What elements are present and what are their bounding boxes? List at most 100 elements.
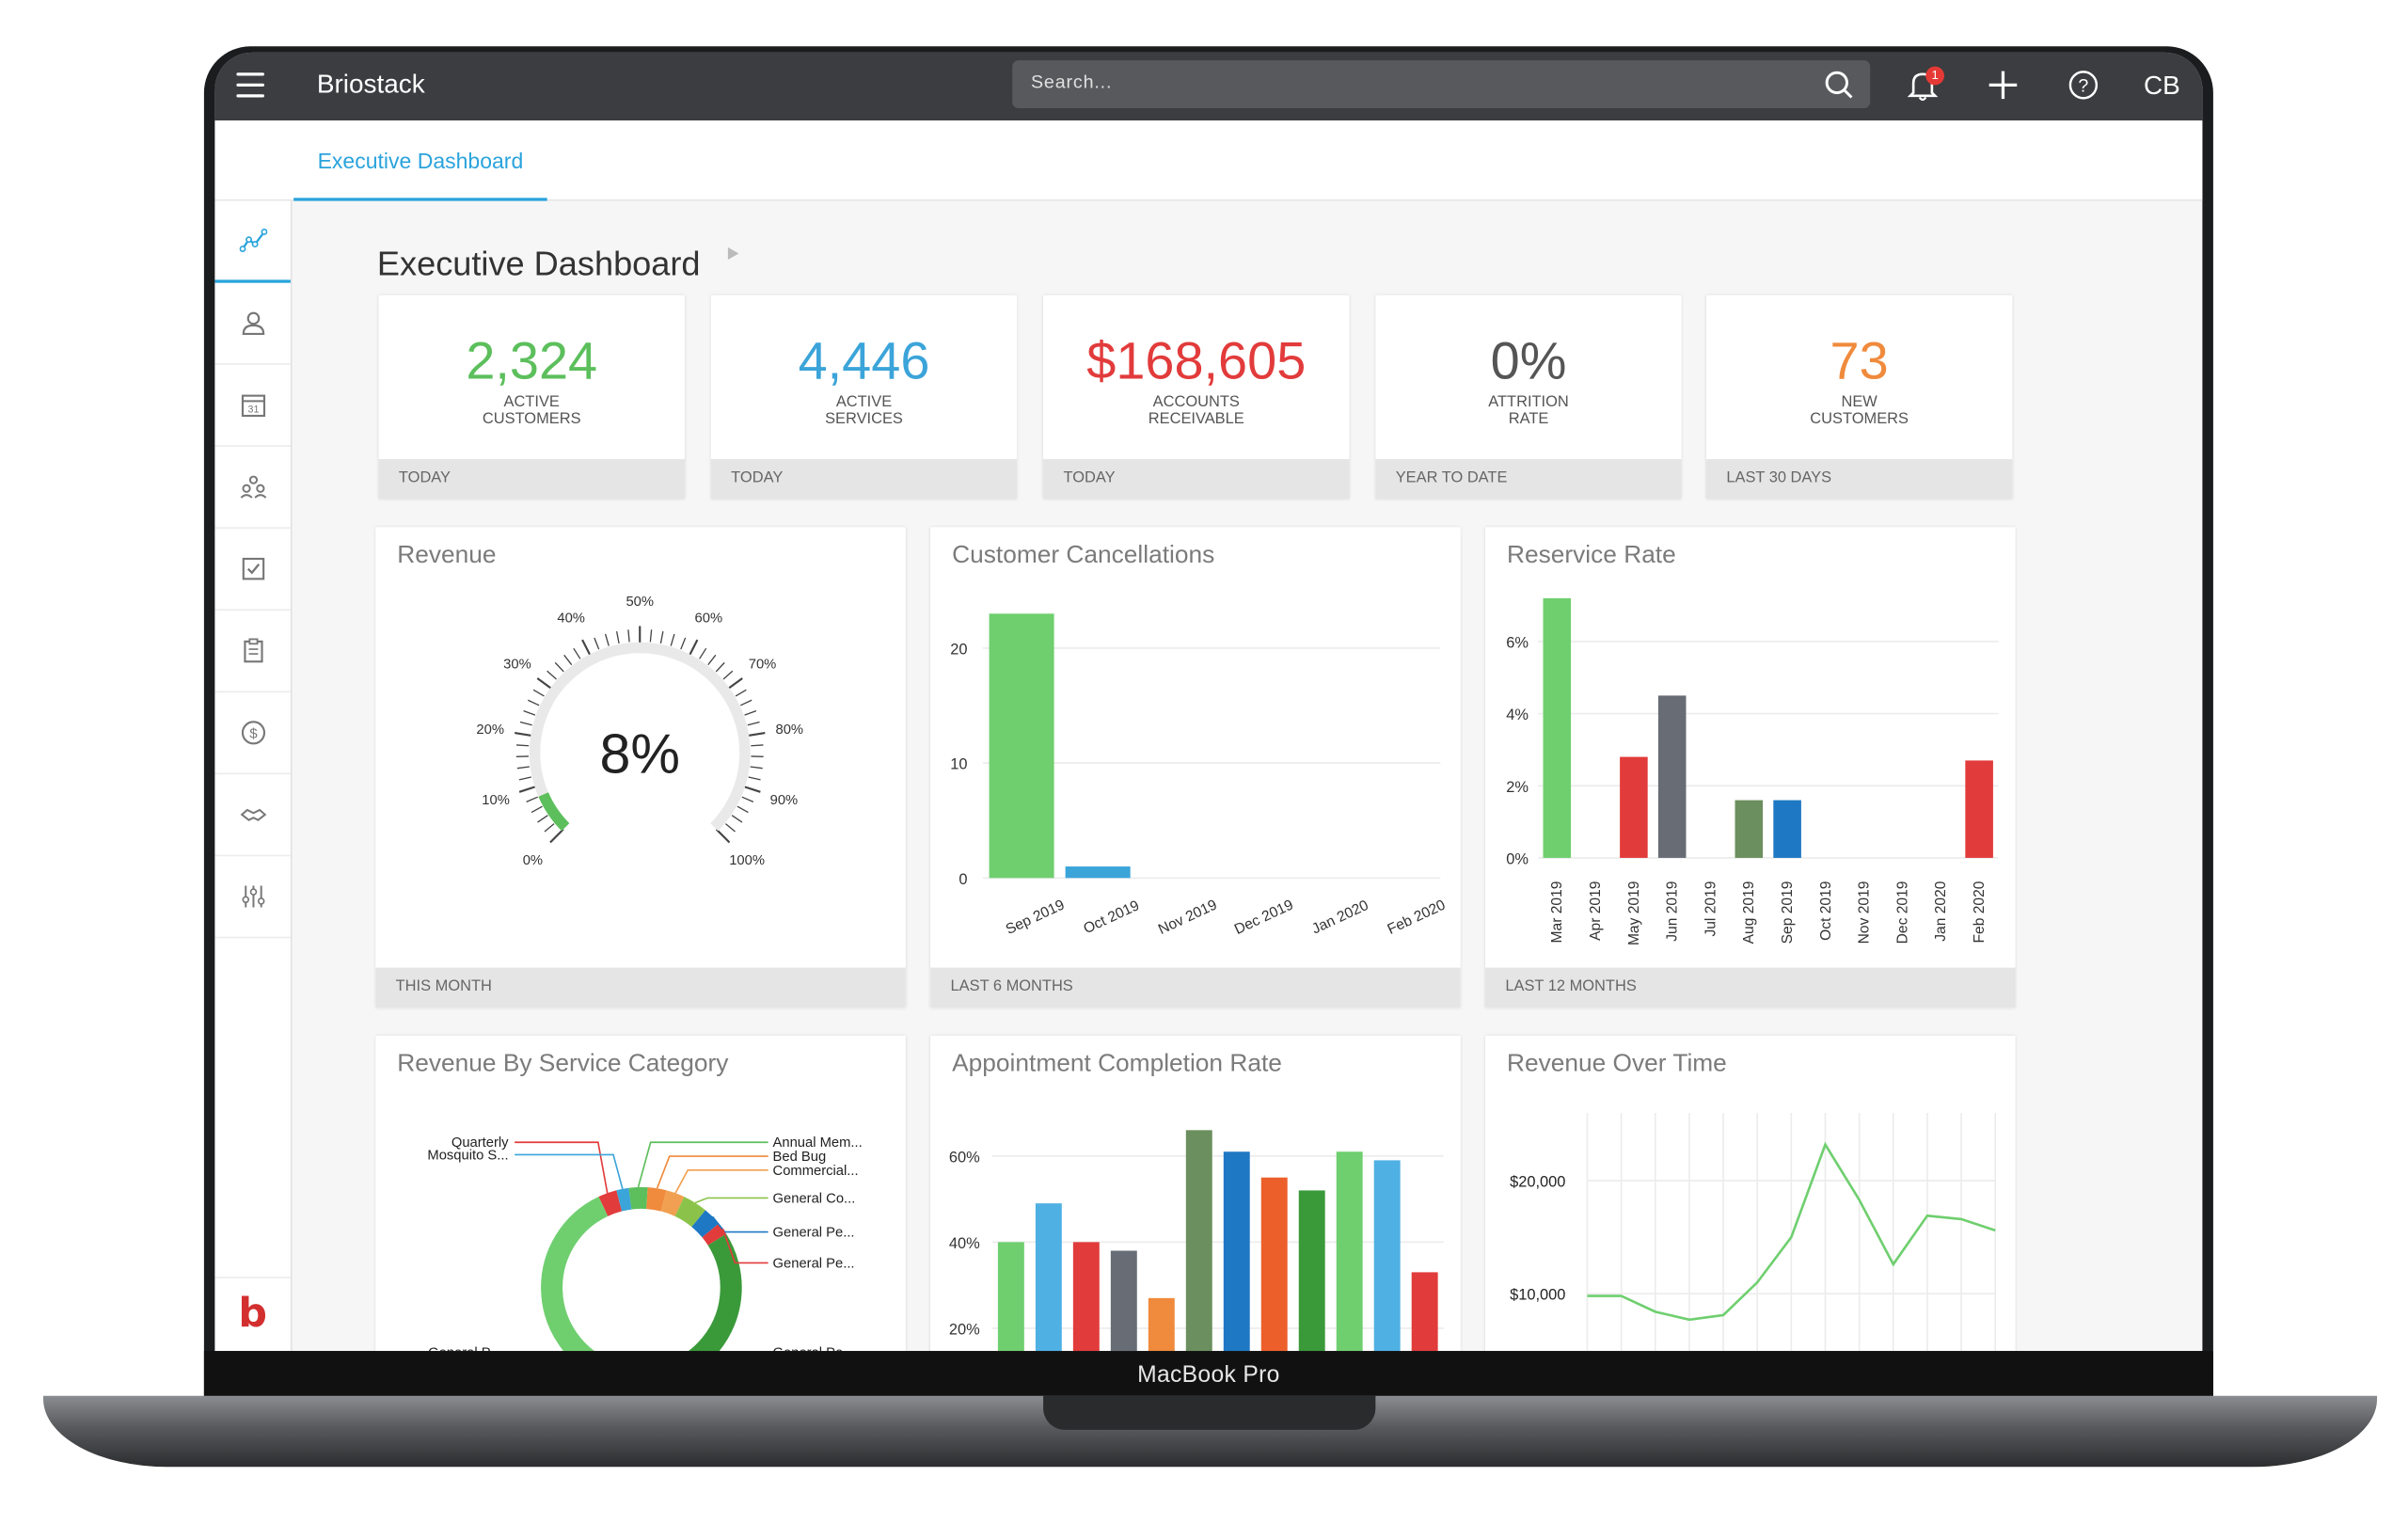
sidebar-item-settings[interactable] [214,856,291,938]
x-tick-label: Apr 2019 [1588,881,1604,941]
gauge-tick [708,655,716,664]
kpi-value: 4,446 [711,332,1017,392]
gauge-tick [519,777,531,780]
gauge-tick [628,629,629,642]
gauge-tick-label: 20% [476,722,504,738]
bar [1412,1272,1438,1351]
gauge-tick [527,797,538,802]
donut-slice [552,1206,609,1351]
y-tick-label: 2% [1506,779,1529,796]
gauge-tick-label: 90% [770,793,799,808]
x-tick-label: Feb 2020 [1385,897,1448,937]
gauge-tick [747,733,765,736]
donut-label: Annual Mem... [773,1135,863,1151]
gauge-tick [564,655,572,664]
gauge-tick [517,767,530,769]
bar [1111,1251,1137,1352]
hamburger-menu-icon[interactable] [236,72,264,97]
gauge-tick [528,700,539,706]
svg-text:31: 31 [247,405,259,416]
gauge-tick [742,797,753,802]
sliders-icon [239,882,267,911]
gauge-tick-label: 70% [749,657,777,672]
gauge-tick [545,824,554,832]
sidebar-item-billing[interactable]: $ [214,692,291,774]
gauge-tick [516,745,529,746]
y-tick-label: 20% [949,1321,980,1338]
gauge-tick [737,806,749,812]
bar [1224,1151,1250,1351]
search-bar[interactable] [1012,60,1870,108]
add-icon[interactable] [1986,68,2022,104]
sidebar-item-reports[interactable] [214,611,291,692]
revenue-gauge-card[interactable]: Revenue 0%10%20%30%40%50%60%70%80%90%100… [375,527,906,1008]
donut-slice [679,1206,698,1218]
x-tick-label: Nov 2019 [1857,881,1873,945]
bar [990,613,1054,878]
gauge-tick [751,745,763,746]
flag-icon[interactable] [728,247,739,260]
sidebar-item-analytics[interactable] [214,201,291,283]
donut-slice [699,1218,711,1230]
gauge-tick [519,786,537,792]
laptop-hinge: MacBook Pro [204,1351,2213,1397]
appointment-completion-card[interactable]: Appointment Completion Rate 20%40%60% [930,1036,1461,1351]
gauge-tick [681,638,686,649]
gauge-tick [555,662,563,672]
search-icon[interactable] [1824,70,1855,101]
kpi-period: TODAY [379,459,685,500]
revenue-over-time-card[interactable]: Revenue Over Time $10,000$20,000 [1485,1036,2016,1351]
gauge-value-arc [544,795,566,828]
calendar-icon: 31 [239,391,267,420]
gauge-tick [582,640,591,657]
sidebar-item-calendar[interactable]: 31 [214,365,291,447]
user-avatar[interactable]: CB [2144,71,2180,103]
x-tick-label: Sep 2019 [1780,881,1796,945]
svg-text:?: ? [2078,76,2088,97]
bar [1658,695,1687,858]
sidebar: 31 $ b [214,201,292,1351]
help-icon[interactable]: ? [2067,68,2103,104]
gauge-tick-label: 50% [626,595,654,610]
dollar-icon: $ [239,719,267,747]
donut-slice [630,1198,647,1199]
sidebar-item-sales[interactable] [214,774,291,856]
gauge-tick [515,733,532,736]
tab-executive-dashboard[interactable]: Executive Dashboard [293,120,547,200]
checklist-icon [239,555,267,583]
gauge-tick [531,806,543,812]
y-tick-label: $10,000 [1510,1287,1565,1304]
search-input[interactable] [1031,71,1773,93]
kpi-period: TODAY [711,459,1017,500]
gauge-tick [751,767,763,769]
gauge-tick [727,678,742,690]
x-tick-label: Dec 2019 [1232,897,1296,938]
page-title: Executive Dashboard [377,245,701,285]
kpi-value: 73 [1706,332,2012,392]
user-icon [239,310,267,338]
bar [1337,1151,1363,1351]
notifications-bell-icon[interactable]: 1 [1906,68,1942,104]
donut-label: General Pe... [773,1225,855,1240]
x-tick-label: Nov 2019 [1156,897,1220,938]
gauge-tick [716,662,724,672]
gauge-tick-label: 0% [523,853,543,868]
x-tick-label: May 2019 [1626,881,1642,945]
sidebar-item-tasks[interactable] [214,529,291,611]
x-tick-label: Sep 2019 [1004,897,1068,938]
sidebar-item-team[interactable] [214,447,291,529]
sidebar-item-customers[interactable] [214,283,291,365]
